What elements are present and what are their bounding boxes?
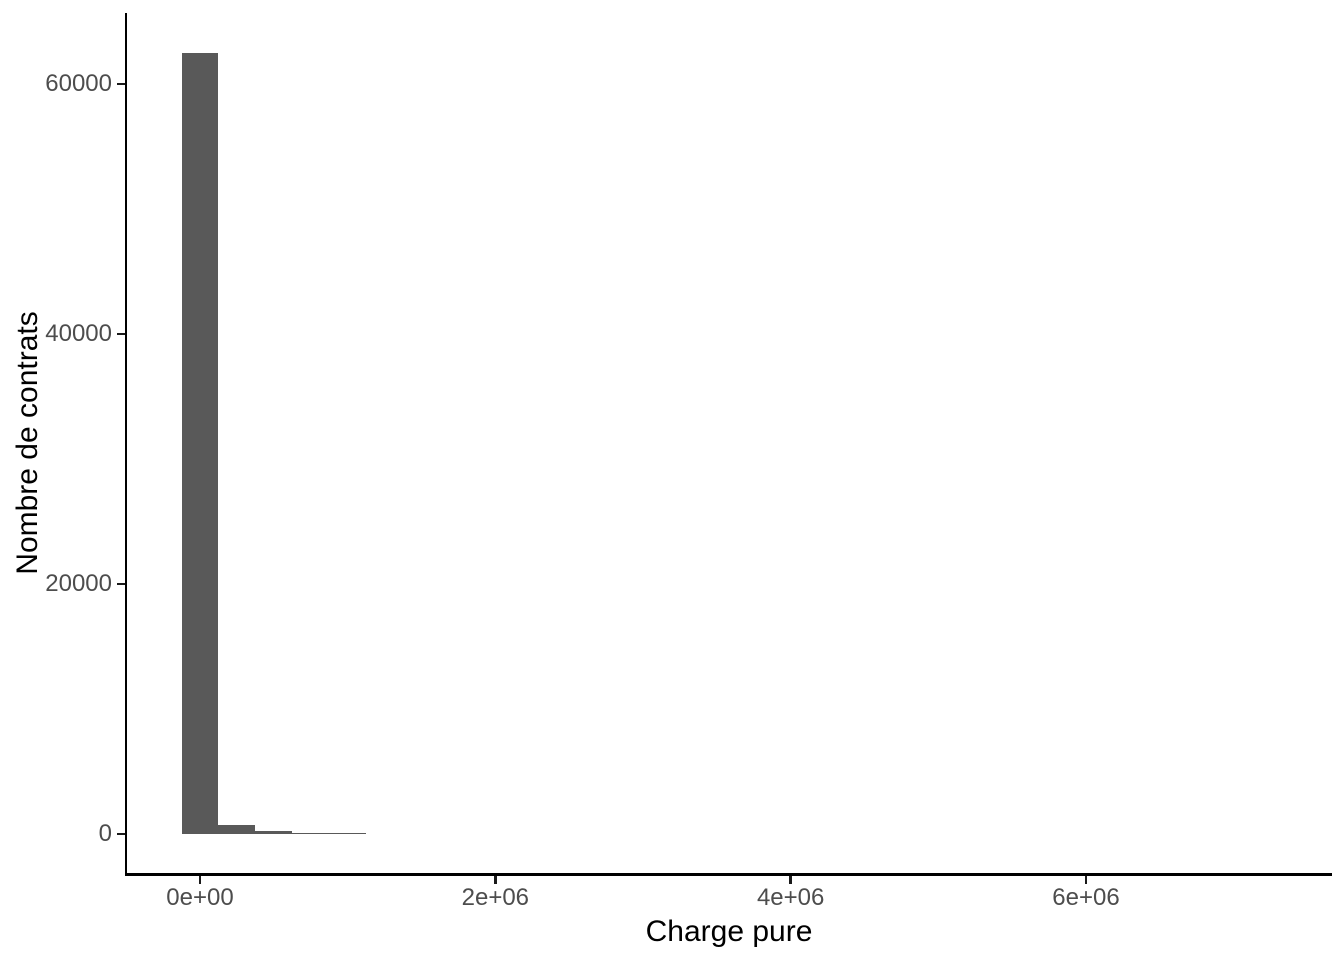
histogram-bar [329, 832, 367, 834]
y-tick-mark [116, 582, 125, 586]
y-axis-title: Nombre de contrats [11, 311, 44, 575]
x-tick-label: 6e+06 [1052, 884, 1120, 911]
y-tick-mark [116, 332, 125, 336]
x-tick-mark [789, 875, 792, 884]
histogram-bar [292, 832, 330, 834]
y-tick-label: 0 [98, 820, 112, 847]
x-tick-label: 0e+00 [166, 884, 234, 911]
histogram-bar [218, 825, 256, 834]
x-tick-mark [494, 875, 497, 884]
y-tick-mark [116, 832, 125, 836]
x-axis-title: Charge pure [645, 915, 813, 948]
histogram-bar [255, 831, 293, 834]
y-tick-label: 60000 [45, 70, 112, 97]
x-tick-mark [1084, 875, 1088, 884]
x-axis-line [124, 873, 1332, 876]
histogram-bar [181, 52, 219, 834]
x-tick-mark [198, 875, 202, 884]
y-tick-mark [116, 82, 125, 86]
y-tick-label: 40000 [45, 320, 112, 347]
x-tick-label: 2e+06 [461, 884, 530, 911]
y-tick-label: 20000 [45, 570, 112, 597]
y-axis-line [124, 13, 127, 876]
x-tick-label: 4e+06 [756, 884, 825, 911]
